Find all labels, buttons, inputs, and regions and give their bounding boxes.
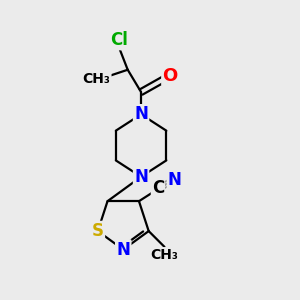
Text: C: C: [152, 179, 164, 197]
Text: Cl: Cl: [110, 31, 128, 49]
Text: CH₃: CH₃: [151, 248, 178, 262]
Text: N: N: [134, 105, 148, 123]
Text: N: N: [168, 171, 182, 189]
Text: N: N: [134, 168, 148, 186]
Text: N: N: [116, 241, 130, 259]
Text: S: S: [92, 222, 104, 240]
Text: CH₃: CH₃: [82, 72, 110, 86]
Text: O: O: [163, 67, 178, 85]
